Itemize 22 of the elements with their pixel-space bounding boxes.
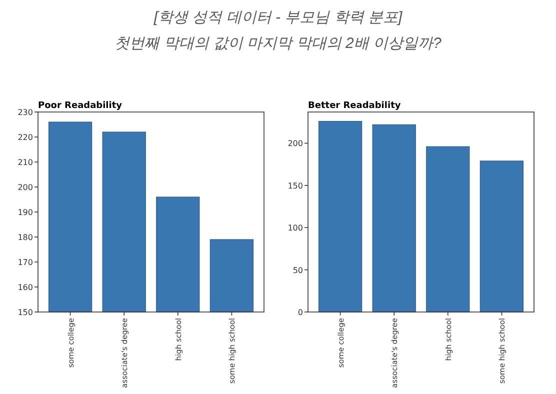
text: 첫번째 막대의 값이 마지막 막대의 2배 이상일까?	[114, 35, 442, 52]
y-tick-label: 190	[18, 208, 33, 217]
bar	[372, 124, 416, 312]
text: [학생 성적 데이터 - 부모님 학력 분포]	[152, 9, 403, 26]
y-tick-label: 200	[18, 183, 33, 192]
y-tick-label: 180	[18, 233, 33, 242]
y-tick-label: 220	[18, 133, 33, 142]
y-tick-label: 100	[288, 224, 303, 233]
y-tick-label: 230	[18, 108, 33, 117]
chart-title: Poor Readability	[38, 101, 122, 111]
bar	[480, 160, 524, 312]
bar	[426, 146, 470, 312]
y-tick-label: 170	[18, 258, 33, 267]
y-tick-label: 210	[18, 158, 33, 167]
y-tick-label: 160	[18, 283, 33, 292]
bar	[318, 120, 362, 312]
chart-title: Better Readability	[308, 101, 401, 111]
y-tick-label: 200	[288, 139, 303, 148]
y-tick-label: 150	[18, 308, 33, 317]
y-tick-label: 0	[298, 308, 303, 317]
y-tick-label: 150	[288, 181, 303, 190]
y-tick-label: 50	[292, 266, 303, 275]
